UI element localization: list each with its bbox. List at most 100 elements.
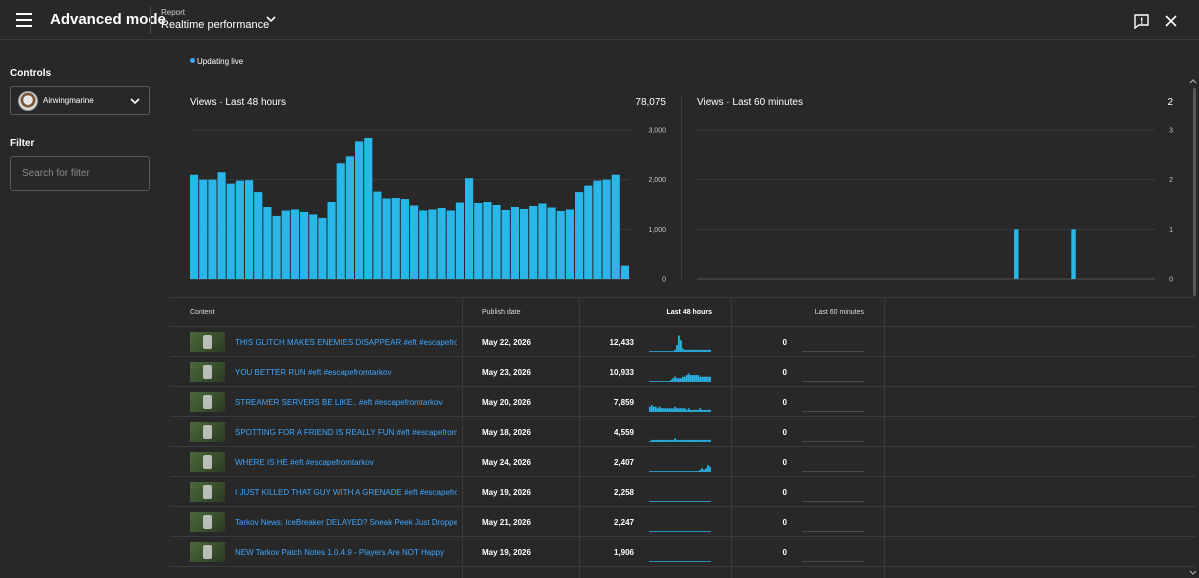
chart-bar[interactable]: [364, 137, 373, 279]
video-title-link[interactable]: I JUST KILLED THAT GUY WITH A GRENADE #e…: [235, 488, 457, 497]
header-last-48-hours[interactable]: Last 48 hours: [666, 309, 712, 316]
chart-bar[interactable]: [575, 192, 584, 279]
chart-bar[interactable]: [235, 180, 244, 279]
video-thumbnail[interactable]: [190, 362, 225, 382]
chart-bar[interactable]: [290, 209, 299, 279]
feedback-icon[interactable]: [1133, 13, 1150, 30]
menu-icon[interactable]: [16, 13, 32, 27]
chart-bar[interactable]: [419, 210, 428, 279]
chart-bar[interactable]: [281, 210, 290, 279]
scroll-down-icon[interactable]: [1189, 570, 1197, 576]
chart-bar[interactable]: [373, 191, 382, 279]
video-title-link[interactable]: THIS GLITCH MAKES ENEMIES DISAPPEAR #eft…: [235, 338, 457, 347]
sparkline-bar: [693, 409, 696, 412]
chart-bar[interactable]: [300, 211, 309, 279]
header-last-60-minutes[interactable]: Last 60 minutes: [814, 309, 864, 316]
chart-bar[interactable]: [327, 202, 336, 279]
report-selector[interactable]: Realtime performance: [161, 19, 270, 31]
chart-bar[interactable]: [538, 203, 547, 279]
video-thumbnail[interactable]: [190, 422, 225, 442]
video-thumbnail[interactable]: [190, 542, 225, 562]
chart-bar[interactable]: [547, 207, 556, 279]
chart-bar[interactable]: [263, 206, 272, 279]
chart-bar[interactable]: [309, 214, 318, 279]
chart-bar[interactable]: [190, 174, 199, 279]
chart-bar[interactable]: [245, 180, 254, 279]
chart-bar[interactable]: [556, 210, 565, 279]
sparkline-bar: [687, 373, 690, 382]
video-thumbnail[interactable]: [190, 452, 225, 472]
sparkline-bar: [705, 349, 707, 352]
close-icon[interactable]: [1164, 14, 1178, 28]
app-title: Advanced mode: [50, 11, 166, 28]
chart-bar[interactable]: [492, 204, 501, 279]
video-title-link[interactable]: YOU BETTER RUN #eft #escapefromtarkov: [235, 368, 392, 377]
chart-bar[interactable]: [410, 205, 419, 279]
chart-bar[interactable]: [1014, 229, 1019, 279]
chart-bar[interactable]: [474, 203, 483, 279]
chart-bar[interactable]: [318, 217, 327, 279]
chart-bar[interactable]: [565, 209, 574, 279]
table-row[interactable]: SPOTTING FOR A FRIEND IS REALLY FUN #eft…: [170, 417, 1196, 447]
chart-bar[interactable]: [584, 185, 593, 279]
chart-bar[interactable]: [593, 180, 602, 279]
chart-bar[interactable]: [620, 265, 629, 279]
chart-bar[interactable]: [520, 208, 529, 279]
chart-bar[interactable]: [355, 141, 364, 279]
table-row[interactable]: I JUST KILLED THAT GUY WITH A GRENADE #e…: [170, 477, 1196, 507]
chart-bar[interactable]: [501, 209, 510, 279]
header-content[interactable]: Content: [190, 309, 215, 316]
chart-bar[interactable]: [455, 202, 464, 279]
chart-bar[interactable]: [446, 210, 455, 279]
chart-bar[interactable]: [382, 198, 391, 279]
video-title-link[interactable]: SPOTTING FOR A FRIEND IS REALLY FUN #eft…: [235, 428, 457, 437]
table-row[interactable]: THIS GLITCH MAKES ENEMIES DISAPPEAR #eft…: [170, 327, 1196, 357]
chevron-down-icon[interactable]: [264, 12, 278, 26]
chart-bar[interactable]: [602, 179, 611, 279]
chart-bar[interactable]: [611, 174, 620, 279]
chart-bar[interactable]: [199, 179, 208, 279]
table-row[interactable]: YOU BETTER RUN #eft #escapefromtarkov May…: [170, 357, 1196, 387]
chart-bar[interactable]: [226, 183, 235, 279]
sparkline-bar: [674, 376, 676, 382]
channel-select[interactable]: Airwingmarine: [10, 86, 150, 115]
chart-bar[interactable]: [428, 209, 437, 279]
chart-bar[interactable]: [336, 163, 345, 279]
table-row[interactable]: STREAMER SERVERS BE LIKE.. #eft #escapef…: [170, 387, 1196, 417]
sparkline-bar: [658, 406, 661, 412]
chart-bar[interactable]: [254, 192, 263, 279]
filter-search-input[interactable]: [10, 156, 150, 191]
sparkline-bar: [672, 439, 674, 442]
video-title-link[interactable]: WHERE IS HE #eft #escapefromtarkov: [235, 458, 374, 467]
sparkline-48h: [649, 465, 711, 472]
chart-bar[interactable]: [400, 199, 409, 279]
header-publish-date[interactable]: Publish date: [482, 309, 521, 316]
table-row[interactable]: NEW Tarkov Patch Notes 1.0.4.9 - Players…: [170, 537, 1196, 567]
chart-bar[interactable]: [1071, 229, 1076, 279]
y-tick-label: 3: [1169, 128, 1173, 135]
sparkline-bar: [662, 408, 665, 412]
video-thumbnail[interactable]: [190, 482, 225, 502]
video-title-link[interactable]: NEW Tarkov Patch Notes 1.0.4.9 - Players…: [235, 548, 445, 557]
chart-bar[interactable]: [437, 207, 446, 279]
chart-bar[interactable]: [391, 198, 400, 279]
table-row[interactable]: WHERE IS HE #eft #escapefromtarkov May 24…: [170, 447, 1196, 477]
scrollbar-thumb[interactable]: [1193, 88, 1196, 296]
chart-bar[interactable]: [345, 156, 354, 279]
chart-bar[interactable]: [272, 215, 281, 279]
video-thumbnail[interactable]: [190, 392, 225, 412]
chart-bar[interactable]: [208, 179, 217, 279]
chart-bar[interactable]: [465, 178, 474, 279]
scroll-up-icon[interactable]: [1189, 78, 1197, 84]
sparkline-bar: [664, 439, 667, 442]
chart-bar[interactable]: [529, 205, 538, 279]
video-thumbnail[interactable]: [190, 332, 225, 352]
table-row[interactable]: Tarkov News: IceBreaker DELAYED? Sneak P…: [170, 507, 1196, 537]
chart-bar[interactable]: [483, 202, 492, 279]
video-title-link[interactable]: STREAMER SERVERS BE LIKE.. #eft #escapef…: [235, 398, 443, 407]
chart-bar[interactable]: [217, 172, 226, 279]
chart-bar[interactable]: [510, 206, 519, 279]
column-divider: [462, 297, 463, 578]
video-thumbnail[interactable]: [190, 512, 225, 532]
video-title-link[interactable]: Tarkov News: IceBreaker DELAYED? Sneak P…: [235, 518, 457, 527]
